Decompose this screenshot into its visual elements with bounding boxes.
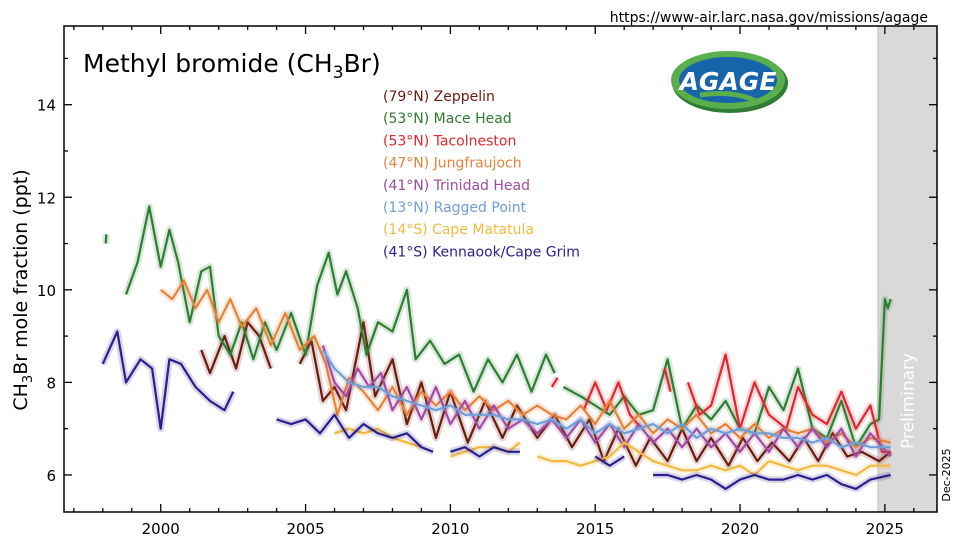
svg-text:AGAGE: AGAGE — [678, 67, 777, 96]
preliminary-shade — [877, 25, 938, 513]
source-url: https://www-air.larc.nasa.gov/missions/a… — [610, 10, 928, 26]
series-line — [663, 368, 672, 392]
y-tick-label: 8 — [46, 374, 56, 392]
legend-entry: (13°N) Ragged Point — [383, 200, 527, 216]
x-tick-label: 2015 — [576, 520, 614, 538]
y-tick-label: 6 — [46, 467, 56, 485]
plot-frame — [63, 25, 938, 513]
series-line — [550, 377, 559, 388]
agage-logo: AGAGE — [671, 51, 788, 113]
legend: (79°N) Zeppelin (53°N) Mace Head (53°N) Ta… — [383, 89, 580, 260]
series-line — [200, 321, 272, 375]
legend-entry: (41°S) Kennaook/Cape Grim — [383, 244, 580, 260]
series-line — [104, 234, 108, 244]
series-line — [321, 345, 892, 458]
series-line — [276, 413, 434, 453]
series-line — [334, 427, 422, 449]
date-label: Dec-2025 — [940, 448, 953, 501]
legend-entry: (14°S) Cape Matatula — [383, 222, 534, 238]
series-line — [450, 441, 521, 458]
series-uncertainty — [99, 328, 237, 433]
x-tick-label: 2020 — [721, 520, 759, 538]
y-axis-label: CH3Br mole fraction (ppt) — [10, 169, 36, 410]
series-line — [160, 279, 891, 449]
legend-entry: (53°N) Mace Head — [383, 111, 512, 127]
series-line — [653, 473, 891, 490]
legend-entry: (41°N) Trinidad Head — [383, 178, 530, 194]
y-tick-label: 12 — [37, 189, 56, 207]
series-line — [594, 455, 625, 467]
series-line — [450, 446, 520, 458]
x-tick-label: 2010 — [431, 520, 469, 538]
y-tick-label: 10 — [37, 282, 56, 300]
series-line — [582, 381, 643, 430]
series-line — [321, 349, 891, 449]
x-tick-label: 2005 — [286, 520, 324, 538]
preliminary-label: Preliminary — [898, 353, 918, 449]
x-tick-label: 2000 — [142, 520, 180, 538]
x-tick-label: 2025 — [866, 520, 904, 538]
series-line — [536, 441, 891, 477]
series-line — [124, 205, 556, 393]
y-tick-label: 14 — [37, 97, 56, 115]
axis-ticks: 2000 2005 2010 2015 2020 2025 6 8 10 12 14 — [37, 26, 937, 538]
series-line — [686, 353, 891, 453]
chart-title: Methyl bromide (CH3Br) — [83, 49, 381, 83]
series-lines — [99, 203, 895, 493]
legend-entry: (47°N) Jungfraujoch — [383, 156, 522, 172]
series-line — [101, 330, 235, 430]
legend-entry: (53°N) Tacolneston — [383, 133, 516, 149]
legend-entry: (79°N) Zeppelin — [383, 89, 495, 105]
